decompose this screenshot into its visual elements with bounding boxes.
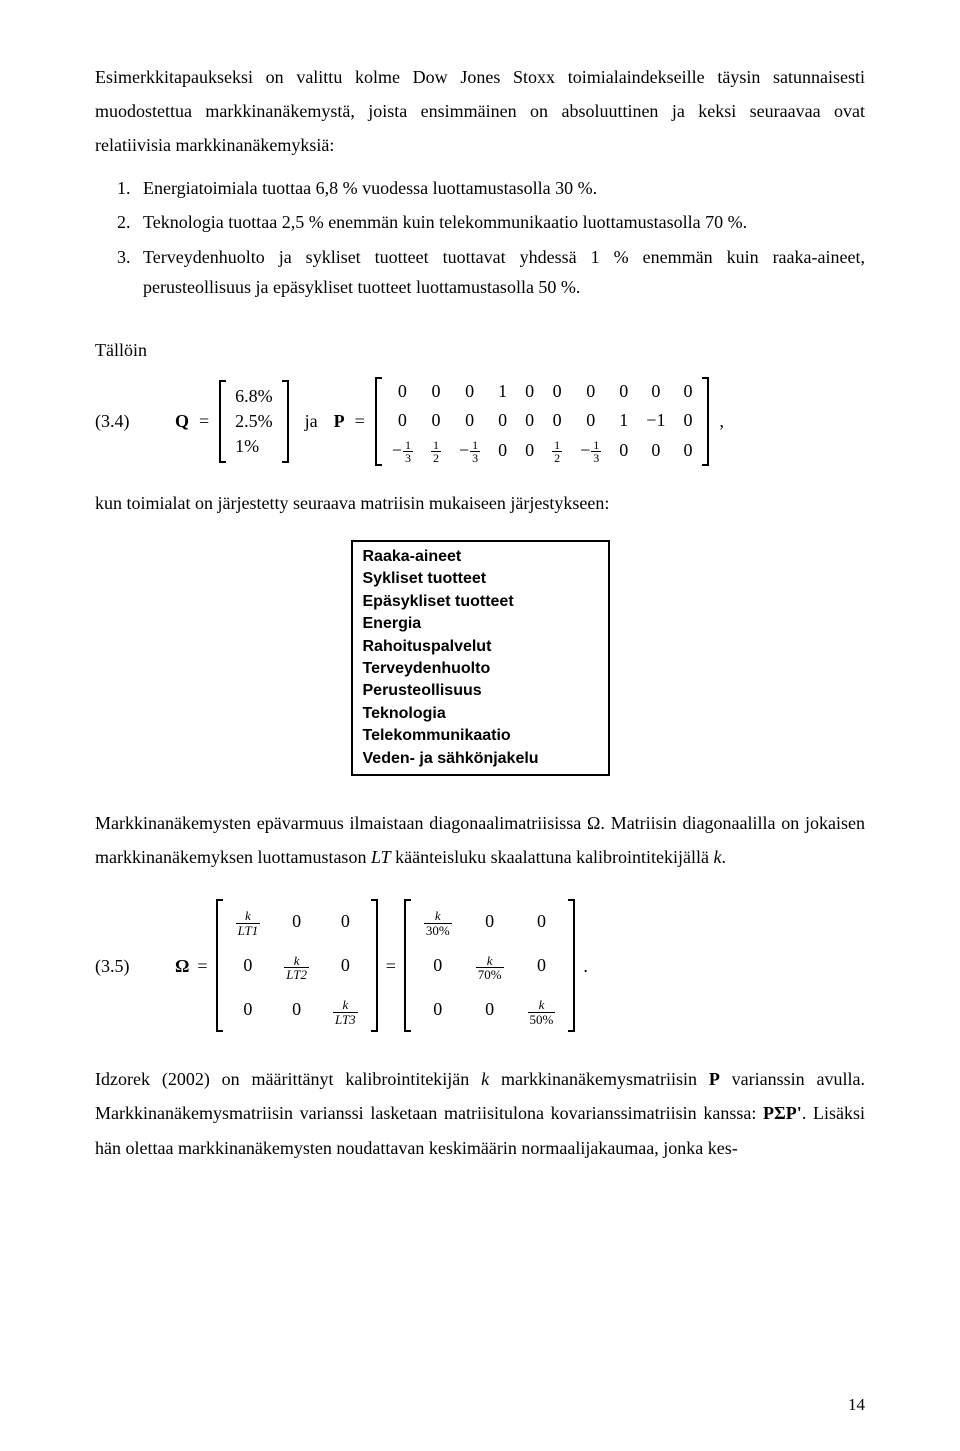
after-eq34-text: kun toimialat on järjestetty seuraava ma… xyxy=(95,486,865,520)
list-item-2: Teknologia tuottaa 2,5 % enemmän kuin te… xyxy=(135,207,865,238)
p-cell: 0 xyxy=(516,377,543,406)
p-cell: 0 xyxy=(610,436,637,466)
eq-number-3-5: (3.5) xyxy=(95,949,175,983)
p-cell: 0 xyxy=(543,377,571,406)
equation-3-4: (3.4) Q = 6.8% 2.5% 1% ja P = 0001000000… xyxy=(95,377,865,466)
p-cell: 0 xyxy=(516,436,543,466)
sector-row: Perusteollisuus xyxy=(363,680,598,702)
omega-matrix-pct: k30% 0 0 0 k70% 0 0 0 k50% xyxy=(404,899,576,1032)
list-item-1: Energiatoimiala tuottaa 6,8 % vuodessa l… xyxy=(135,173,865,204)
p-cell: 0 xyxy=(637,436,674,466)
matrix-P-label: P xyxy=(334,404,345,438)
eq-number-3-4: (3.4) xyxy=(95,404,175,438)
p-cell: 0 xyxy=(383,377,422,406)
matrix-Q: 6.8% 2.5% 1% xyxy=(219,380,289,464)
p-cell: −13 xyxy=(571,436,610,466)
p-cell: −13 xyxy=(383,436,422,466)
p-cell: 0 xyxy=(610,377,637,406)
omega-paragraph: Markkinanäkemysten epävarmuus ilmaistaan… xyxy=(95,806,865,874)
equals-sign: = xyxy=(199,404,209,438)
p-cell: 0 xyxy=(450,377,489,406)
intro-paragraph: Esimerkkitapaukseksi on valittu kolme Do… xyxy=(95,60,865,163)
q-val-3: 1% xyxy=(235,434,273,459)
p-cell: 1 xyxy=(489,377,516,406)
q-val-2: 2.5% xyxy=(235,409,273,434)
p-cell: 0 xyxy=(489,406,516,435)
eq35-trailing-dot: . xyxy=(583,949,588,983)
p-cell: 0 xyxy=(422,406,450,435)
sector-row: Epäsykliset tuotteet xyxy=(363,591,598,613)
sector-row: Terveydenhuolto xyxy=(363,658,598,680)
assumption-list: Energiatoimiala tuottaa 6,8 % vuodessa l… xyxy=(95,173,865,303)
q-val-1: 6.8% xyxy=(235,384,273,409)
sector-row: Rahoituspalvelut xyxy=(363,636,598,658)
p-cell: 0 xyxy=(571,377,610,406)
p-cell: 0 xyxy=(674,406,701,435)
p-cell: 1 xyxy=(610,406,637,435)
p-cell: 0 xyxy=(543,406,571,435)
p-cell: −1 xyxy=(637,406,674,435)
ja-word: ja xyxy=(299,404,324,438)
sector-row: Energia xyxy=(363,613,598,635)
p-cell: 12 xyxy=(543,436,571,466)
eq34-trailing-comma: , xyxy=(719,404,724,438)
matrix-P: 000100000000000001−10−1312−130012−13000 xyxy=(375,377,710,466)
sector-row: Raaka-aineet xyxy=(363,546,598,568)
talloin-label: Tällöin xyxy=(95,333,865,367)
matrix-Q-label: Q xyxy=(175,404,189,438)
p-cell: 0 xyxy=(637,377,674,406)
equation-3-5: (3.5) Ω = kLT1 0 0 0 kLT2 0 xyxy=(95,899,865,1032)
sector-box: Raaka-aineetSykliset tuotteetEpäsykliset… xyxy=(351,540,610,776)
idzorek-paragraph: Idzorek (2002) on määrittänyt kalibroint… xyxy=(95,1062,865,1165)
omega-label: Ω xyxy=(175,949,189,983)
equals-sign-2: = xyxy=(355,404,365,438)
sector-row: Telekommunikaatio xyxy=(363,725,598,747)
list-item-3: Terveydenhuolto ja sykliset tuotteet tuo… xyxy=(135,242,865,303)
p-cell: 0 xyxy=(674,377,701,406)
sector-row: Veden- ja sähkönjakelu xyxy=(363,748,598,770)
p-cell: 0 xyxy=(489,436,516,466)
p-cell: 12 xyxy=(422,436,450,466)
page-number: 14 xyxy=(848,1389,865,1421)
sector-row: Teknologia xyxy=(363,703,598,725)
sector-row: Sykliset tuotteet xyxy=(363,568,598,590)
omega-matrix-LT: kLT1 0 0 0 kLT2 0 0 0 kLT3 xyxy=(216,899,378,1032)
p-cell: 0 xyxy=(383,406,422,435)
p-cell: 0 xyxy=(674,436,701,466)
p-cell: 0 xyxy=(571,406,610,435)
p-cell: 0 xyxy=(516,406,543,435)
p-cell: −13 xyxy=(450,436,489,466)
p-cell: 0 xyxy=(422,377,450,406)
p-cell: 0 xyxy=(450,406,489,435)
equals-sign-3: = xyxy=(197,949,207,983)
equals-sign-4: = xyxy=(386,949,396,983)
